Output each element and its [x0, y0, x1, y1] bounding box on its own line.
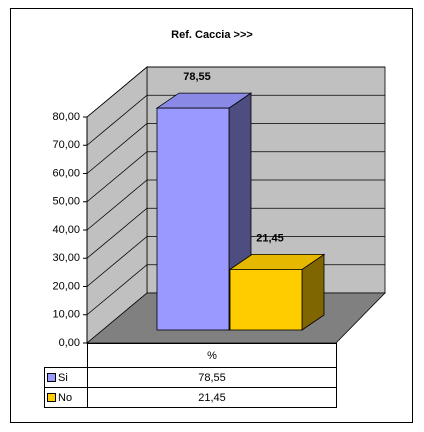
table-header-label: % [207, 350, 217, 362]
table-row [44, 367, 337, 388]
grid-line [86, 123, 385, 174]
bar [229, 269, 303, 331]
y-tick-label: 50,00 [52, 196, 80, 208]
grid-line [86, 151, 385, 203]
grid-line [86, 236, 385, 287]
y-tick-label: 0,00 [59, 337, 80, 349]
y-tick-label: 60,00 [52, 167, 80, 179]
y-tick-label: 10,00 [52, 309, 80, 321]
bar [156, 107, 230, 331]
data-label: 78,55 [183, 71, 211, 83]
table-row [44, 387, 337, 408]
legend-label: Si [58, 372, 68, 384]
y-tick-label: 40,00 [52, 224, 80, 236]
grid-line [86, 94, 385, 146]
y-tick-label: 30,00 [52, 252, 80, 264]
legend-key [47, 373, 56, 382]
y-tick-label: 20,00 [52, 280, 80, 292]
table-cell: 21,45 [198, 392, 226, 404]
chart-title: Ref. Caccia >>> [171, 29, 253, 41]
legend-key [47, 393, 56, 402]
grid-line [86, 207, 385, 259]
data-label: 21,45 [256, 232, 284, 244]
grid-line [86, 179, 385, 231]
legend-label: No [58, 392, 72, 404]
table-cell: 78,55 [198, 372, 226, 384]
y-tick-label: 80,00 [52, 111, 80, 123]
y-tick-label: 70,00 [52, 139, 80, 151]
grid-line [86, 66, 385, 118]
